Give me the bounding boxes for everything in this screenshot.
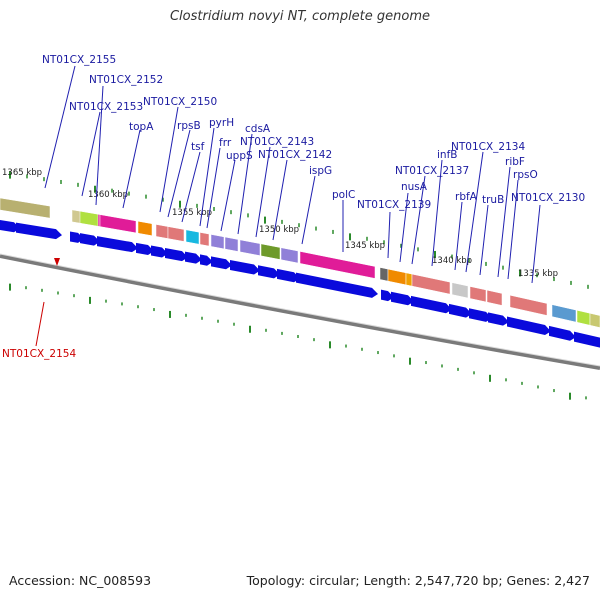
gene-block [469, 286, 487, 303]
gene-label[interactable]: NT01CX_2143 [240, 136, 314, 148]
gene-arrow [165, 248, 188, 262]
gene-block [589, 312, 600, 328]
gene-arrow [185, 251, 202, 264]
gene-block [239, 239, 261, 256]
highlight-marker [54, 258, 60, 266]
kbp-label-1355: 1355 kbp [172, 208, 212, 218]
gene-label[interactable]: ispG [309, 165, 332, 177]
genome-backbone [0, 254, 600, 370]
highlight-leader-line [35, 301, 45, 347]
gene-label[interactable]: uppS [226, 150, 253, 162]
gene-block [137, 220, 153, 237]
gene-label[interactable]: NT01CX_2142 [258, 149, 332, 161]
gene-block [280, 247, 299, 264]
gene-block [79, 210, 99, 227]
gene-arrow [488, 312, 509, 326]
gene-arrow [296, 272, 378, 298]
gene-arrows [0, 220, 600, 348]
accession-text: Accession: NC_008593 [9, 573, 152, 588]
gene-label[interactable]: cdsA [245, 123, 271, 135]
kbp-label-1345: 1345 kbp [345, 241, 385, 251]
gene-arrow [549, 325, 576, 341]
gene-block [387, 268, 407, 286]
gene-arrow [97, 236, 138, 253]
gene-block [155, 224, 169, 239]
gene-arrow [381, 289, 394, 302]
gene-label[interactable]: NT01CX_2152 [89, 74, 163, 86]
gene-arrow [200, 254, 213, 266]
kbp-label-1335: 1335 kbp [518, 269, 558, 279]
gene-label[interactable]: NT01CX_2137 [395, 165, 469, 177]
gene-block [199, 232, 210, 247]
gene-block [379, 267, 389, 282]
kbp-label-1350: 1350 kbp [259, 225, 299, 235]
kbp-label-1360: 1360 kbp [88, 190, 128, 200]
gene-label[interactable]: infB [437, 149, 457, 161]
gene-label[interactable]: ribF [505, 156, 525, 168]
outer-tick-dots [9, 283, 587, 400]
gene-arrow [230, 259, 260, 275]
gene-block [486, 289, 503, 306]
gene-block [224, 236, 239, 252]
scale-ticks [9, 171, 589, 289]
gene-arrow [136, 242, 154, 255]
genome-backbone-highlight [0, 253, 600, 367]
gene-arrow [469, 308, 492, 322]
gene-label[interactable]: topA [129, 121, 154, 133]
gene-arrow [391, 291, 414, 306]
gene-label[interactable]: rbfA [455, 191, 478, 203]
gene-label[interactable]: NT01CX_2155 [42, 54, 116, 66]
gene-label[interactable]: tsf [191, 141, 205, 153]
gene-block [185, 229, 200, 245]
gene-arrow [16, 222, 62, 240]
gene-block [405, 272, 413, 287]
gene-block [167, 226, 185, 242]
gene-arrow [574, 331, 600, 348]
gene-block [299, 251, 376, 279]
gene-block [260, 243, 281, 260]
gene-label-highlighted[interactable]: NT01CX_2154 [2, 348, 76, 360]
label-leader-lines [44, 65, 541, 284]
gene-arrow [449, 303, 472, 318]
feature-band [0, 197, 600, 328]
kbp-label-1365: 1365 kbp [2, 168, 42, 178]
gene-label[interactable]: NT01CX_2139 [357, 199, 431, 211]
gene-label[interactable]: truB [482, 194, 504, 206]
gene-block [99, 214, 137, 234]
map-title: Clostridium novyi NT, complete genome [169, 9, 431, 24]
gene-block [509, 294, 548, 316]
gene-label[interactable]: NT01CX_2150 [143, 96, 217, 108]
gene-block [210, 234, 225, 250]
gene-label[interactable]: NT01CX_2130 [511, 192, 585, 204]
gene-arrow [211, 256, 232, 270]
gene-arrow [151, 245, 168, 258]
gene-arrow [411, 295, 452, 314]
gene-block [411, 273, 451, 295]
gene-arrow [80, 233, 100, 246]
gene-label[interactable]: rpsB [177, 120, 201, 132]
gene-label[interactable]: pyrH [209, 117, 234, 129]
gene-arrow [0, 220, 20, 233]
gene-label[interactable]: NT01CX_2153 [69, 101, 143, 113]
gene-arrow [277, 268, 300, 283]
gene-label[interactable]: NT01CX_2134 [451, 141, 525, 153]
gene-arrow [507, 316, 551, 336]
gene-label[interactable]: rpsO [513, 169, 538, 181]
gene-block [0, 197, 51, 219]
kbp-label-1340: 1340 kbp [432, 256, 472, 266]
genome-summary-text: Topology: circular; Length: 2,547,720 bp… [246, 573, 590, 588]
gene-block [551, 304, 577, 323]
gene-arrow [258, 265, 280, 279]
gene-label[interactable]: frr [219, 137, 232, 149]
gene-block [576, 309, 591, 326]
gene-block [451, 282, 469, 299]
gene-label[interactable]: nusA [401, 181, 428, 193]
gene-label[interactable]: polC [332, 189, 355, 201]
